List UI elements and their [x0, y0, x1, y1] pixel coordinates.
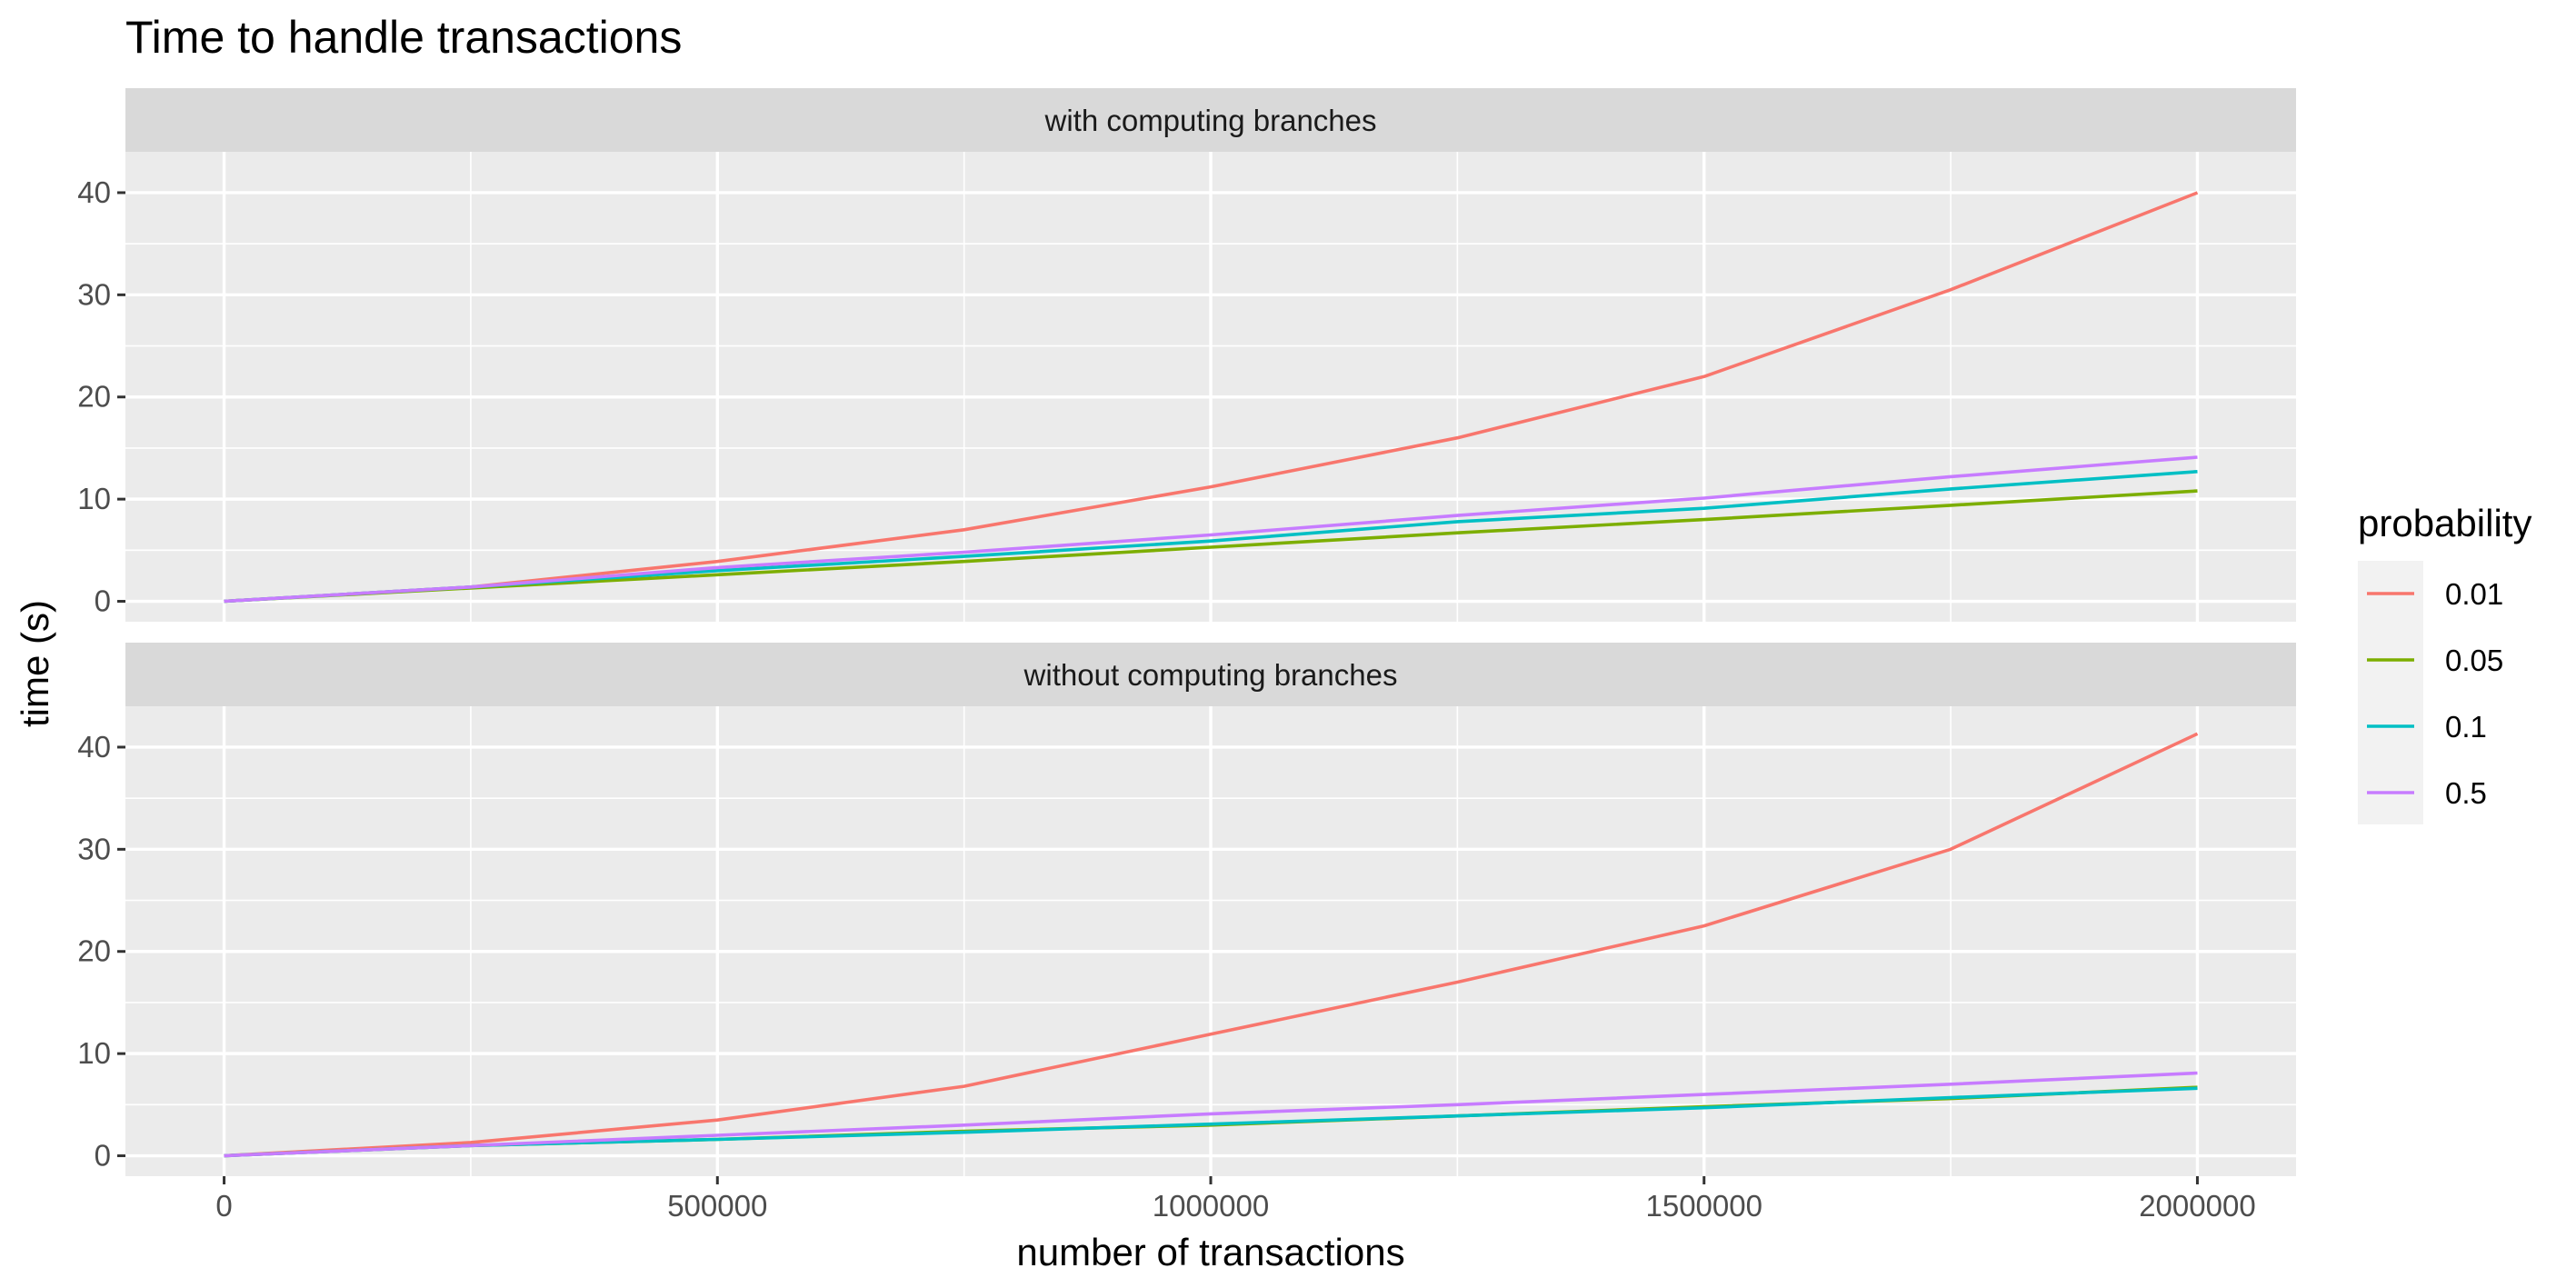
series-line-0.5 — [224, 455, 2198, 604]
legend-label: 0.05 — [2445, 644, 2503, 677]
grid-lines — [125, 706, 2296, 1176]
series-lines — [224, 732, 2199, 1158]
y-tick-label: 10 — [77, 482, 111, 515]
y-tick-label: 10 — [77, 1036, 111, 1070]
legend-label: 0.1 — [2445, 710, 2487, 744]
panel-without-computing-branches: without computing branches 0 10 20 30 40 — [77, 643, 2296, 1176]
legend-label: 0.5 — [2445, 776, 2487, 810]
series-line-0.01 — [224, 732, 2199, 1158]
series-lines — [224, 191, 2199, 604]
x-tick-label: 0 — [215, 1189, 232, 1223]
y-tick-label: 0 — [95, 1139, 111, 1173]
series-line-0.05 — [224, 489, 2198, 604]
x-tick-label: 1000000 — [1153, 1189, 1269, 1223]
legend-label: 0.01 — [2445, 577, 2503, 611]
y-tick-label: 0 — [95, 584, 111, 618]
x-axis-ticks: 0 500000 1000000 1500000 2000000 — [215, 1176, 2256, 1223]
legend: probability 0.01 0.05 0.1 0.5 — [2358, 502, 2531, 824]
panel-strip-title: with computing branches — [1043, 104, 1376, 137]
y-axis-ticks: 0 10 20 30 40 — [77, 175, 125, 618]
panel-strip-title: without computing branches — [1023, 658, 1398, 692]
legend-key-background — [2358, 561, 2423, 824]
panel-strip — [125, 88, 2296, 152]
y-tick-label: 20 — [77, 380, 111, 414]
y-tick-label: 30 — [77, 277, 111, 311]
y-tick-label: 40 — [77, 175, 111, 209]
x-tick-label: 1500000 — [1645, 1189, 1762, 1223]
y-tick-label: 30 — [77, 832, 111, 865]
y-axis-label: time (s) — [14, 600, 56, 727]
y-axis-ticks: 0 10 20 30 40 — [77, 730, 125, 1173]
legend-title: probability — [2358, 502, 2531, 544]
legend-entries: 0.01 0.05 0.1 0.5 — [2367, 577, 2503, 810]
series-line-0.01 — [224, 191, 2199, 604]
chart-title: Time to handle transactions — [125, 12, 682, 63]
y-tick-label: 20 — [77, 934, 111, 968]
panel-with-computing-branches: with computing branches 0 10 20 30 40 — [77, 88, 2296, 622]
x-tick-label: 2000000 — [2139, 1189, 2255, 1223]
series-line-0.5 — [224, 1071, 2198, 1158]
y-tick-label: 40 — [77, 730, 111, 764]
x-axis-label: number of transactions — [1016, 1231, 1404, 1273]
panel-strip — [125, 643, 2296, 706]
x-tick-label: 500000 — [667, 1189, 767, 1223]
